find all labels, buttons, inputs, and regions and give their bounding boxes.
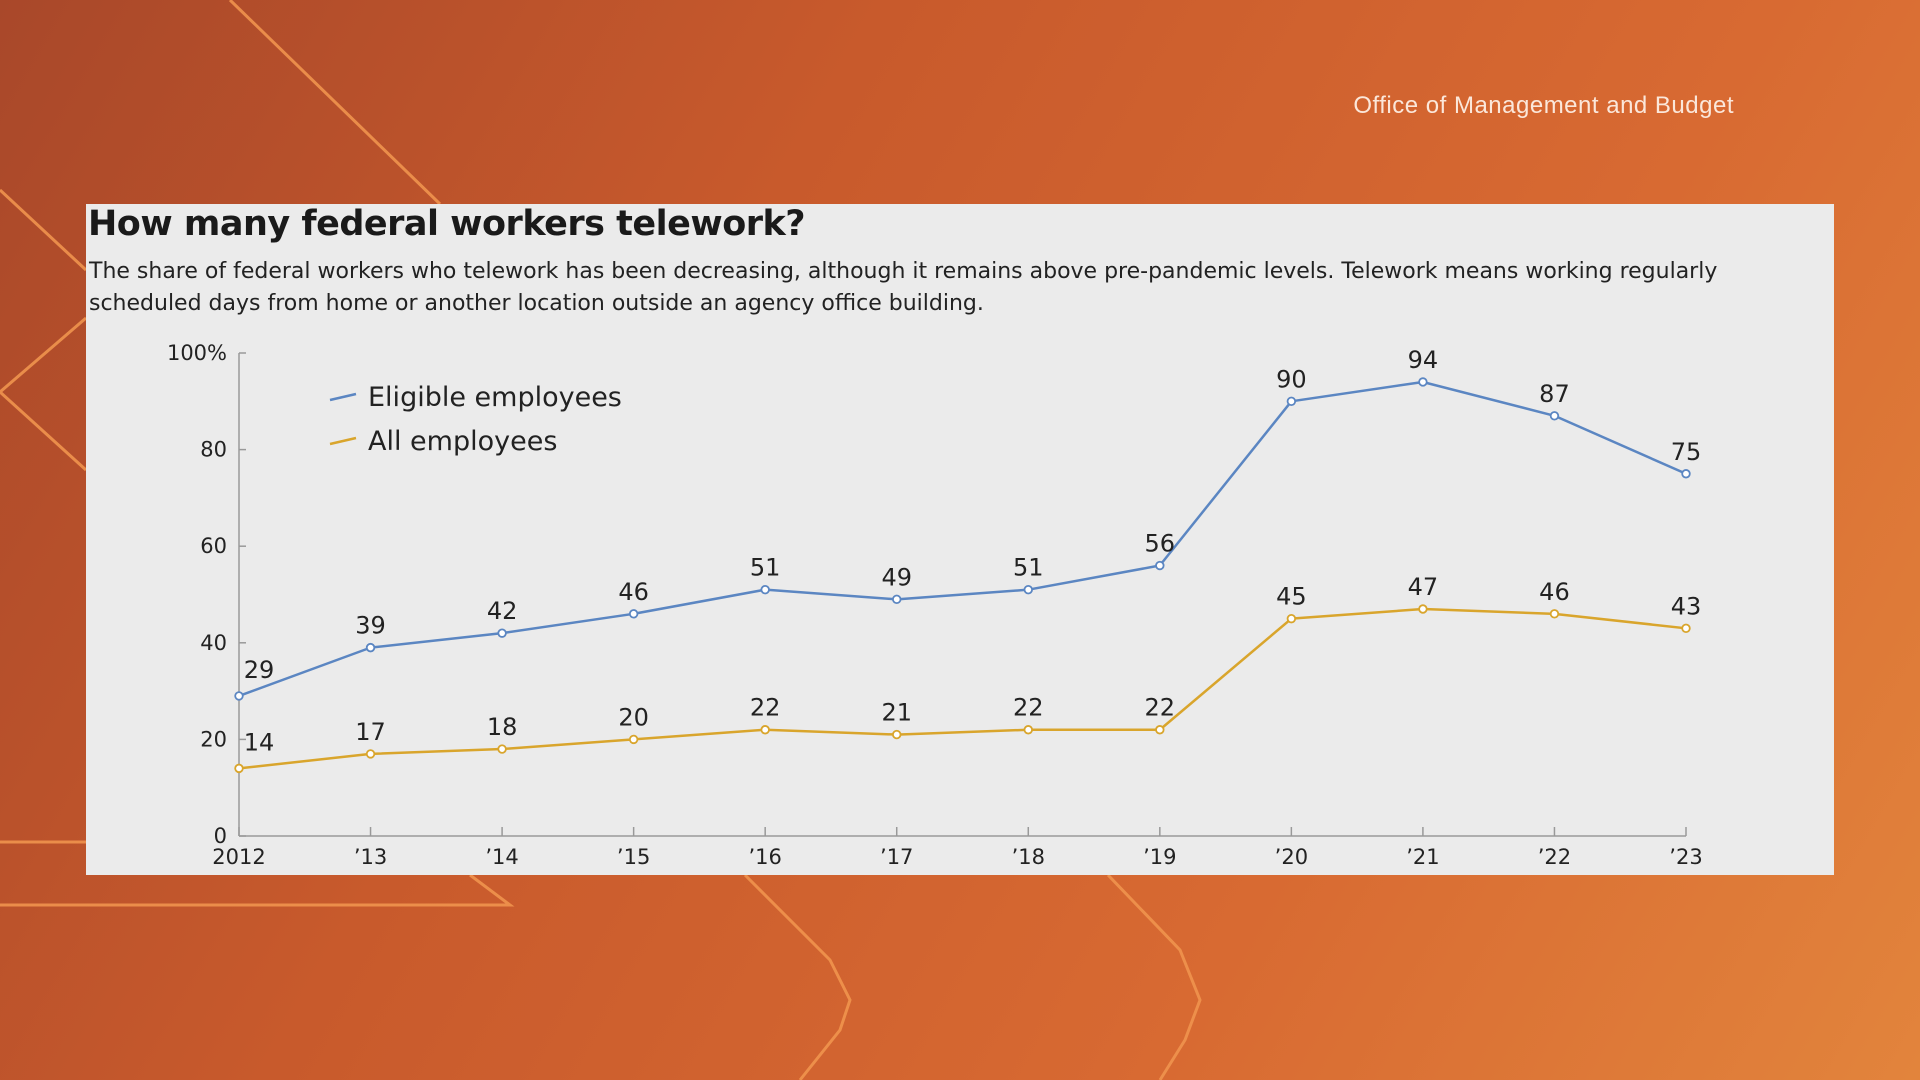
data-point xyxy=(365,749,376,759)
data-label: 94 xyxy=(1408,346,1439,374)
data-point xyxy=(234,691,244,701)
data-label: 22 xyxy=(1145,694,1176,722)
data-label: 87 xyxy=(1539,380,1570,408)
x-tick-label: ’21 xyxy=(1406,845,1439,869)
chart-title: How many federal workers telework? xyxy=(88,204,806,244)
data-point xyxy=(1286,613,1297,624)
x-tick-label: ’22 xyxy=(1538,845,1571,869)
chart-subtitle: The share of federal workers who telewor… xyxy=(89,259,1718,316)
legend-swatch xyxy=(329,436,357,446)
line-chart: 0 20 40 60 80 100% 2012 ’13 ’14 ’15 ’16 ’17 ’18 ’19 ’2… xyxy=(167,341,1703,869)
data-point xyxy=(1023,725,1033,735)
data-point xyxy=(1286,396,1297,406)
y-tick-label: 80 xyxy=(200,438,227,462)
y-tick-label: 100% xyxy=(167,341,227,365)
data-label: 47 xyxy=(1408,573,1439,601)
chart-axes: 0 20 40 60 80 100% 2012 ’13 ’14 ’15 ’16 ’17 ’18 ’19 ’2… xyxy=(167,341,1703,869)
data-label: 22 xyxy=(750,694,781,722)
x-tick-label: ’19 xyxy=(1143,845,1176,869)
data-point xyxy=(1549,411,1560,421)
x-tick-label: ’14 xyxy=(485,845,518,869)
chart-legend: Eligible employees All employees xyxy=(329,382,622,457)
chart-panel: 0 20 40 60 80 100% 2012 ’13 ’14 ’15 ’16 ’17 ’18 ’19 ’2… xyxy=(86,204,1834,875)
data-point xyxy=(497,628,507,638)
x-tick-label: ’17 xyxy=(880,845,913,869)
x-tick-label: ’16 xyxy=(748,845,781,869)
data-point xyxy=(1418,377,1428,387)
data-point xyxy=(497,744,507,754)
data-label: 51 xyxy=(750,554,781,582)
y-tick-label: 60 xyxy=(200,534,227,558)
series-line-all xyxy=(238,607,1687,770)
data-point xyxy=(1155,560,1165,571)
data-point xyxy=(760,725,770,735)
data-label: 45 xyxy=(1276,583,1307,611)
chart-series: 29 39 42 46 51 49 51 56 90 94 87 75 14 17 18 20 22 21 22 22… xyxy=(234,346,1702,774)
data-point xyxy=(1418,604,1428,614)
data-label: 21 xyxy=(881,699,912,727)
data-point xyxy=(234,763,244,774)
source-label: Office of Management and Budget xyxy=(1353,92,1734,119)
x-tick-label: ’13 xyxy=(354,845,387,869)
x-tick-label: ’15 xyxy=(617,845,650,869)
data-point xyxy=(1023,584,1033,595)
data-point xyxy=(628,609,639,619)
data-label: 29 xyxy=(244,656,275,684)
data-label: 20 xyxy=(618,703,649,731)
data-point xyxy=(1681,623,1691,634)
data-label: 39 xyxy=(355,612,386,640)
y-tick-label: 0 xyxy=(214,824,227,848)
data-point xyxy=(1549,609,1560,619)
y-tick-label: 20 xyxy=(200,727,227,751)
data-label: 22 xyxy=(1013,694,1044,722)
legend-swatch xyxy=(329,392,357,402)
x-tick-label: ’18 xyxy=(1012,845,1045,869)
data-label: 75 xyxy=(1671,438,1702,466)
data-label: 43 xyxy=(1671,592,1702,620)
legend-label: All employees xyxy=(368,426,557,457)
data-point xyxy=(892,594,902,605)
data-label: 90 xyxy=(1276,365,1307,393)
data-point xyxy=(1155,725,1165,735)
series-line-eligible xyxy=(238,380,1687,698)
data-point xyxy=(628,734,639,745)
data-label: 18 xyxy=(487,713,518,741)
data-label: 46 xyxy=(1539,578,1570,606)
legend-label: Eligible employees xyxy=(368,382,622,413)
data-point xyxy=(1681,469,1691,479)
data-label: 17 xyxy=(355,718,386,746)
data-label: 51 xyxy=(1013,554,1044,582)
data-label: 49 xyxy=(881,563,912,591)
x-tick-label: ’23 xyxy=(1669,845,1702,869)
data-point xyxy=(760,584,770,595)
y-tick-label: 40 xyxy=(200,631,227,655)
data-point xyxy=(365,642,376,653)
data-label: 42 xyxy=(487,597,518,625)
data-label: 56 xyxy=(1145,530,1176,558)
data-label: 14 xyxy=(244,728,275,756)
x-tick-label: ’20 xyxy=(1275,845,1308,869)
data-point xyxy=(892,729,902,740)
x-tick-label: 2012 xyxy=(212,845,265,869)
data-label: 46 xyxy=(618,578,649,606)
